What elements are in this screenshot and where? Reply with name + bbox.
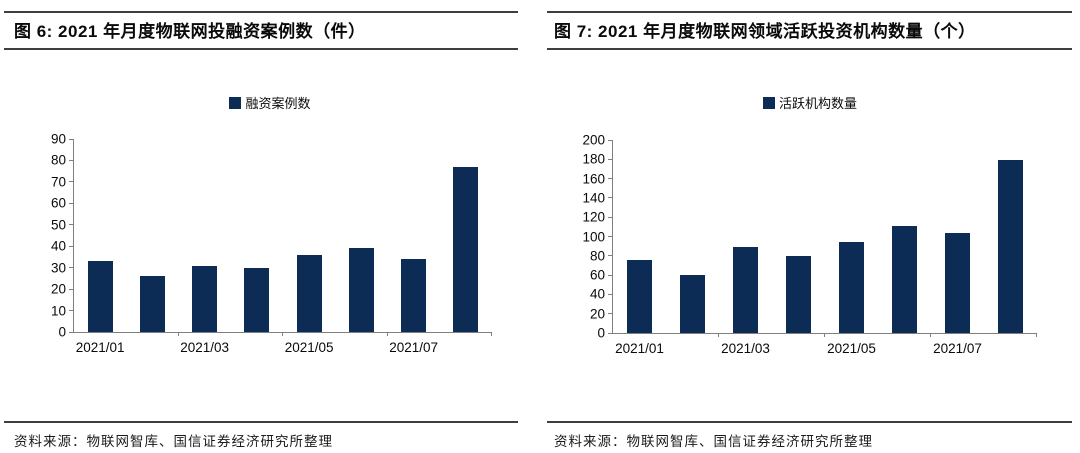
y-axis-tick-label: 20 — [589, 305, 605, 321]
y-axis-tick — [69, 288, 74, 290]
y-axis-tick — [608, 139, 613, 141]
y-axis-tick-label: 0 — [58, 324, 66, 340]
y-axis-tick-label: 180 — [582, 151, 605, 167]
bar — [401, 259, 427, 332]
x-axis-label: 2021/01 — [615, 341, 664, 356]
bar — [786, 255, 811, 333]
y-axis-tick — [608, 216, 613, 218]
x-axis-label: 2021/07 — [933, 341, 982, 356]
figure-7-title: 图 7: 2021 年月度物联网领域活跃投资机构数量（个） — [554, 22, 976, 41]
title-bottom-rule — [4, 48, 518, 50]
y-axis-tick — [69, 202, 74, 204]
y-axis-tick — [69, 181, 74, 183]
legend: 活跃机构数量 — [540, 93, 1080, 112]
y-axis-tick-label: 120 — [582, 209, 605, 225]
y-axis-tick-label: 70 — [50, 174, 66, 190]
x-axis-label: 2021/03 — [180, 340, 230, 355]
y-axis-tick-label: 40 — [589, 286, 605, 302]
x-axis-label: 2021/05 — [284, 340, 334, 355]
legend: 融资案例数 — [0, 93, 540, 112]
title-bottom-rule — [547, 48, 1072, 50]
y-axis-tick — [69, 138, 74, 140]
bar — [627, 259, 652, 333]
x-axis-boundary-tick — [824, 333, 825, 337]
y-axis-tick-label: 100 — [582, 228, 605, 244]
y-axis-tick — [69, 224, 74, 226]
y-axis-tick — [69, 267, 74, 269]
y-axis-tick — [608, 293, 613, 295]
x-axis-label: 2021/05 — [827, 341, 876, 356]
bar — [87, 261, 113, 332]
y-axis-tick — [608, 332, 613, 334]
figure-6-panel: 图 6: 2021 年月度物联网投融资案例数（件） 融资案例数 0 10 20 30 4… — [0, 11, 540, 449]
y-axis-tick-label: 60 — [50, 195, 66, 211]
bar — [139, 276, 165, 332]
y-axis-tick-label: 10 — [50, 302, 66, 318]
bar — [244, 267, 270, 332]
x-axis-boundary-tick — [177, 332, 179, 336]
y-axis-tick — [608, 236, 613, 237]
legend-label: 活跃机构数量 — [778, 96, 857, 111]
y-axis-tick-label: 200 — [582, 132, 605, 148]
y-axis-tick-label: 90 — [50, 131, 66, 147]
y-axis-tick-label: 20 — [50, 281, 66, 297]
bar — [453, 166, 479, 332]
title-top-rule — [4, 11, 518, 13]
y-axis-tick-label: 0 — [597, 325, 605, 341]
y-axis-tick-label: 160 — [582, 170, 605, 186]
figure-6-title: 图 6: 2021 年月度物联网投融资案例数（件） — [14, 22, 366, 41]
plot-area: 0 20 40 60 80 100 120 140 160 180 200 2021/01 2021/0… — [582, 133, 1037, 356]
source-divider-rule — [547, 421, 1072, 423]
x-axis-boundary-tick — [491, 332, 492, 336]
x-axis-label: 2021/07 — [389, 340, 439, 355]
y-axis-tick-label: 140 — [582, 190, 605, 206]
bar — [192, 265, 218, 332]
x-axis-boundary-tick — [930, 333, 931, 337]
bar — [733, 247, 758, 333]
legend-square-icon — [229, 96, 242, 109]
y-axis-tick-label: 80 — [589, 248, 605, 264]
y-axis-tick — [608, 255, 613, 257]
y-axis-tick — [69, 310, 74, 312]
x-axis-label: 2021/01 — [75, 340, 125, 355]
plot-area: 0 10 20 30 40 50 60 70 80 90 2021/01 2021/03 2021/05… — [51, 132, 492, 355]
bar — [839, 242, 864, 333]
y-axis-tick — [608, 197, 613, 199]
source-note: 资料来源：物联网智库、国信证券经济研究所整理 — [554, 434, 873, 449]
bar — [945, 232, 970, 333]
y-axis-tick-label: 40 — [50, 238, 66, 254]
bar — [998, 160, 1023, 333]
y-axis-tick — [608, 274, 613, 276]
bar — [892, 225, 917, 333]
bar — [680, 275, 705, 333]
y-axis-tick — [69, 159, 74, 161]
x-axis-boundary-tick — [282, 332, 283, 336]
source-note: 资料来源：物联网智库、国信证券经济研究所整理 — [14, 434, 333, 449]
bar — [348, 248, 374, 332]
y-axis-tick — [69, 245, 74, 247]
legend-label: 融资案例数 — [245, 96, 311, 111]
x-axis-boundary-tick — [1036, 333, 1037, 337]
title-top-rule — [547, 11, 1072, 13]
y-axis-tick — [608, 313, 613, 315]
y-axis-tick — [69, 331, 74, 333]
y-axis-tick — [608, 178, 613, 180]
y-axis-tick-label: 80 — [50, 152, 66, 168]
x-axis-label: 2021/03 — [721, 341, 770, 356]
source-divider-rule — [4, 421, 518, 423]
x-axis-boundary-tick — [718, 333, 719, 337]
y-axis-tick-label: 50 — [50, 217, 66, 233]
y-axis-tick-label: 30 — [50, 259, 66, 275]
y-axis-tick — [608, 158, 613, 160]
y-axis-tick-label: 60 — [589, 267, 605, 283]
legend-square-icon — [762, 96, 775, 109]
x-axis-boundary-tick — [386, 332, 388, 336]
bar — [296, 254, 322, 332]
figure-7-panel: 图 7: 2021 年月度物联网领域活跃投资机构数量（个） 活跃机构数量 0 20… — [540, 0, 1080, 453]
